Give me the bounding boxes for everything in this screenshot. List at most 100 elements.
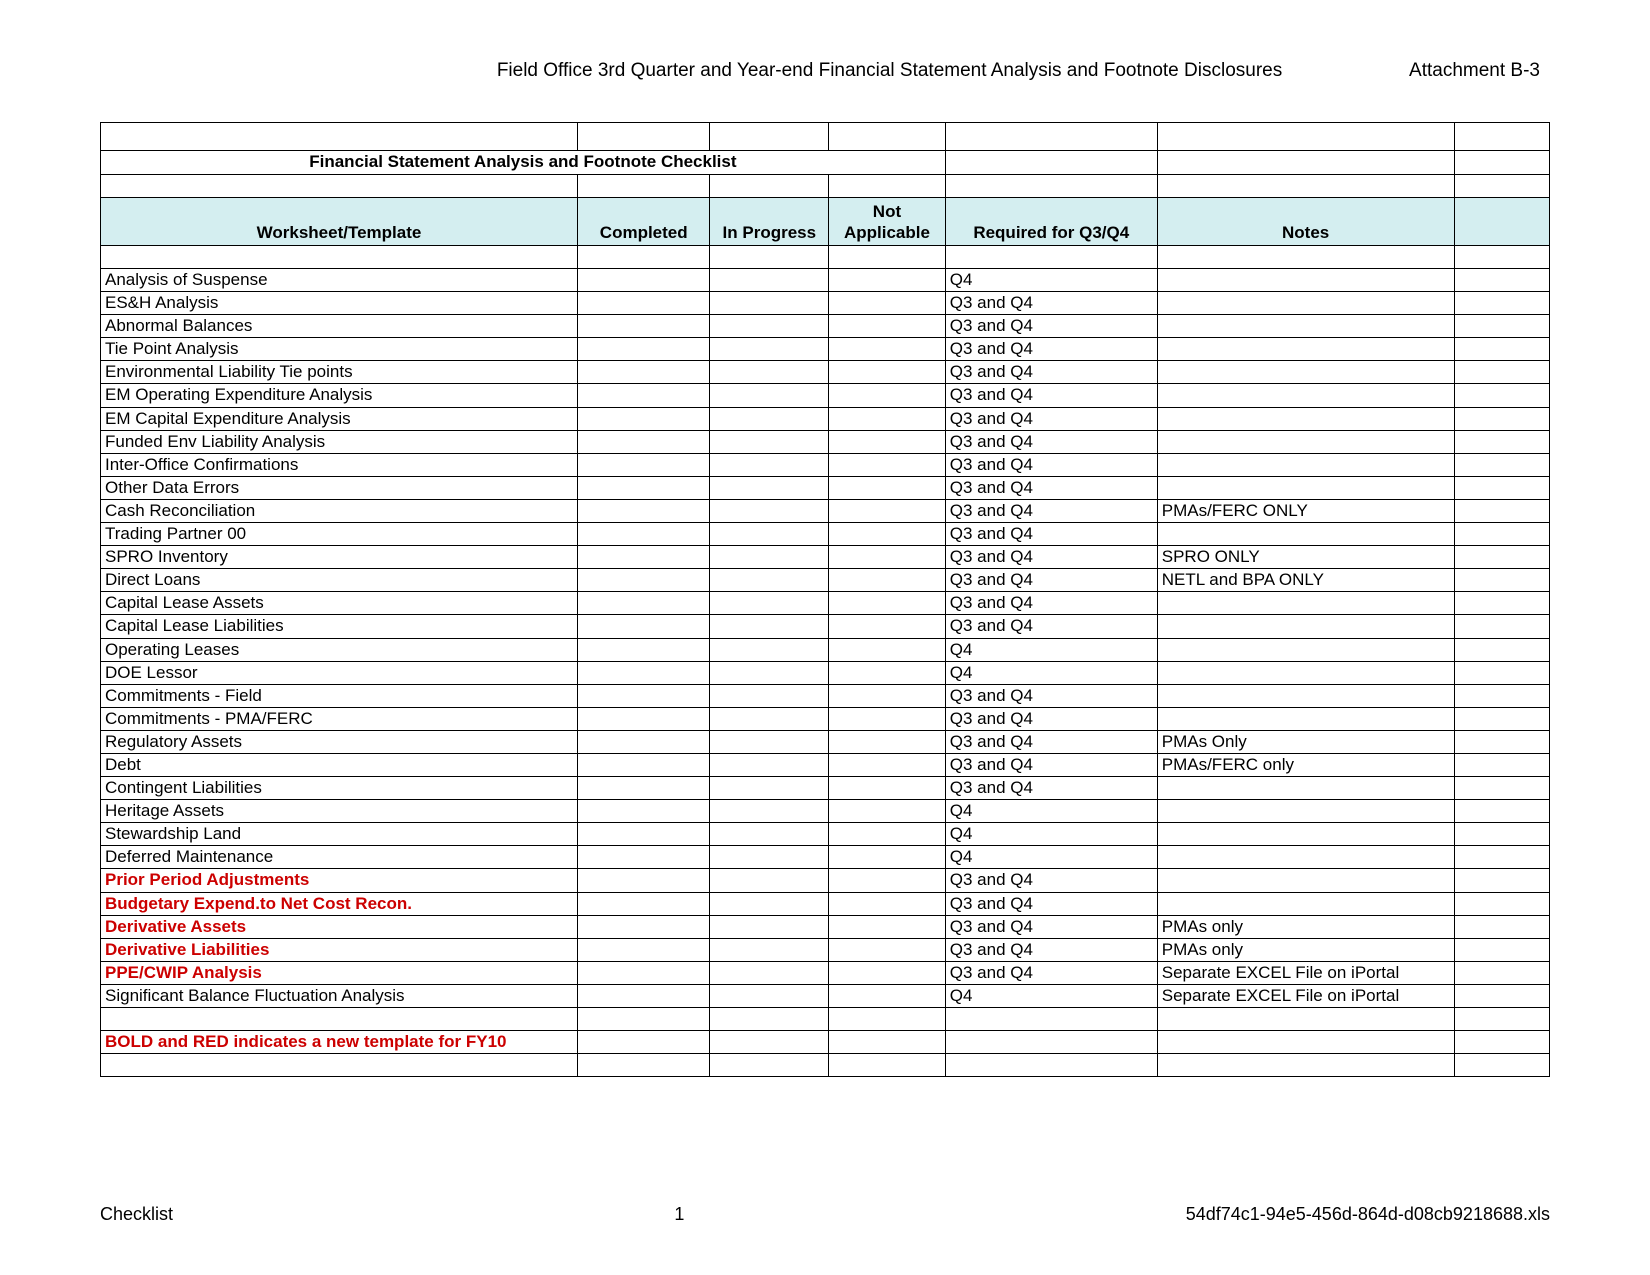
status-cell[interactable] [829,292,946,315]
status-cell[interactable] [710,476,829,499]
status-cell[interactable] [829,753,946,776]
status-cell[interactable] [577,592,709,615]
status-cell[interactable] [577,661,709,684]
status-cell[interactable] [829,800,946,823]
status-cell[interactable] [577,430,709,453]
status-cell[interactable] [710,430,829,453]
status-cell[interactable] [710,292,829,315]
status-cell[interactable] [577,361,709,384]
status-cell[interactable] [577,338,709,361]
status-cell[interactable] [577,269,709,292]
status-cell[interactable] [829,915,946,938]
status-cell[interactable] [829,961,946,984]
status-cell[interactable] [829,846,946,869]
status-cell[interactable] [710,453,829,476]
table-row: DebtQ3 and Q4PMAs/FERC only [101,753,1550,776]
status-cell[interactable] [829,384,946,407]
table-row: Direct LoansQ3 and Q4NETL and BPA ONLY [101,569,1550,592]
status-cell[interactable] [829,615,946,638]
status-cell[interactable] [710,730,829,753]
status-cell[interactable] [577,684,709,707]
notes-cell: Separate EXCEL File on iPortal [1157,961,1454,984]
status-cell[interactable] [577,984,709,1007]
status-cell[interactable] [577,453,709,476]
status-cell[interactable] [710,384,829,407]
status-cell[interactable] [710,523,829,546]
status-cell[interactable] [829,315,946,338]
status-cell[interactable] [577,961,709,984]
status-cell[interactable] [710,823,829,846]
status-cell[interactable] [710,569,829,592]
status-cell[interactable] [829,707,946,730]
status-cell[interactable] [829,823,946,846]
status-cell[interactable] [829,684,946,707]
status-cell[interactable] [710,707,829,730]
status-cell[interactable] [577,546,709,569]
status-cell[interactable] [577,499,709,522]
status-cell[interactable] [829,661,946,684]
status-cell[interactable] [577,615,709,638]
status-cell[interactable] [829,569,946,592]
status-cell[interactable] [710,499,829,522]
status-cell[interactable] [577,523,709,546]
status-cell[interactable] [710,269,829,292]
status-cell[interactable] [829,546,946,569]
status-cell[interactable] [577,407,709,430]
status-cell[interactable] [829,453,946,476]
status-cell[interactable] [829,592,946,615]
status-cell[interactable] [829,869,946,892]
status-cell[interactable] [829,523,946,546]
status-cell[interactable] [577,777,709,800]
status-cell[interactable] [710,592,829,615]
status-cell[interactable] [829,338,946,361]
status-cell[interactable] [829,892,946,915]
status-cell[interactable] [577,315,709,338]
status-cell[interactable] [577,476,709,499]
status-cell[interactable] [577,384,709,407]
status-cell[interactable] [710,892,829,915]
status-cell[interactable] [710,338,829,361]
status-cell[interactable] [710,661,829,684]
status-cell[interactable] [710,846,829,869]
status-cell[interactable] [710,869,829,892]
status-cell[interactable] [577,730,709,753]
status-cell[interactable] [577,846,709,869]
status-cell[interactable] [829,476,946,499]
status-cell[interactable] [710,777,829,800]
status-cell[interactable] [577,292,709,315]
status-cell[interactable] [577,892,709,915]
status-cell[interactable] [829,269,946,292]
status-cell[interactable] [577,938,709,961]
status-cell[interactable] [710,361,829,384]
status-cell[interactable] [577,707,709,730]
status-cell[interactable] [577,915,709,938]
status-cell[interactable] [829,361,946,384]
status-cell[interactable] [710,638,829,661]
status-cell[interactable] [710,407,829,430]
status-cell[interactable] [710,753,829,776]
status-cell[interactable] [710,938,829,961]
status-cell[interactable] [710,615,829,638]
status-cell[interactable] [710,800,829,823]
status-cell[interactable] [829,638,946,661]
status-cell[interactable] [829,430,946,453]
status-cell[interactable] [710,961,829,984]
status-cell[interactable] [829,777,946,800]
status-cell[interactable] [710,546,829,569]
status-cell[interactable] [710,915,829,938]
status-cell[interactable] [577,800,709,823]
status-cell[interactable] [710,984,829,1007]
status-cell[interactable] [710,684,829,707]
status-cell[interactable] [577,638,709,661]
status-cell[interactable] [577,823,709,846]
status-cell[interactable] [577,753,709,776]
status-cell[interactable] [829,499,946,522]
status-cell[interactable] [710,315,829,338]
status-cell[interactable] [829,938,946,961]
status-cell[interactable] [829,730,946,753]
status-cell[interactable] [577,869,709,892]
required-cell: Q3 and Q4 [945,961,1157,984]
status-cell[interactable] [829,984,946,1007]
status-cell[interactable] [577,569,709,592]
status-cell[interactable] [829,407,946,430]
